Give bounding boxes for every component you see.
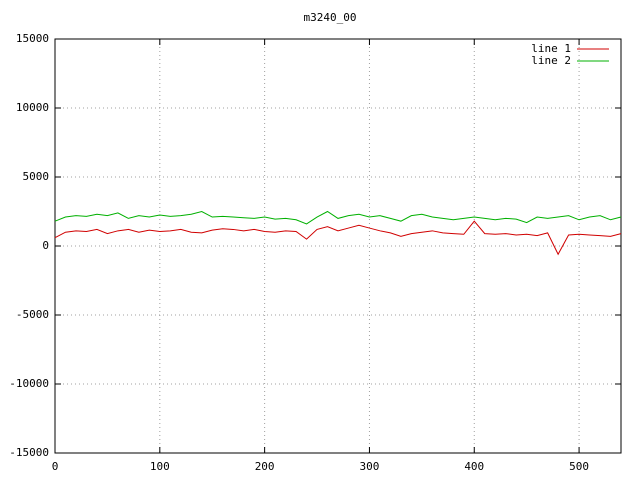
legend-label: line 1	[531, 42, 571, 55]
y-tick-label: 10000	[16, 101, 49, 114]
x-tick-label: 200	[255, 460, 275, 473]
y-tick-label: -15000	[9, 446, 49, 459]
chart-title: m3240_00	[304, 11, 357, 24]
data-line	[54, 220, 622, 256]
y-tick-label: -10000	[9, 377, 49, 390]
plot-frame	[54, 38, 622, 454]
legend-label: line 2	[531, 54, 571, 67]
x-tick-label: 300	[360, 460, 380, 473]
y-tick-label: 0	[42, 239, 49, 252]
x-tick-label: 500	[569, 460, 589, 473]
x-tick-label: 100	[150, 460, 170, 473]
y-tick-label: -5000	[16, 308, 49, 321]
x-tick-label: 400	[464, 460, 484, 473]
data-line	[54, 210, 622, 225]
y-tick-label: 15000	[16, 32, 49, 45]
y-tick-label: 5000	[23, 170, 50, 183]
x-tick-label: 0	[52, 460, 59, 473]
